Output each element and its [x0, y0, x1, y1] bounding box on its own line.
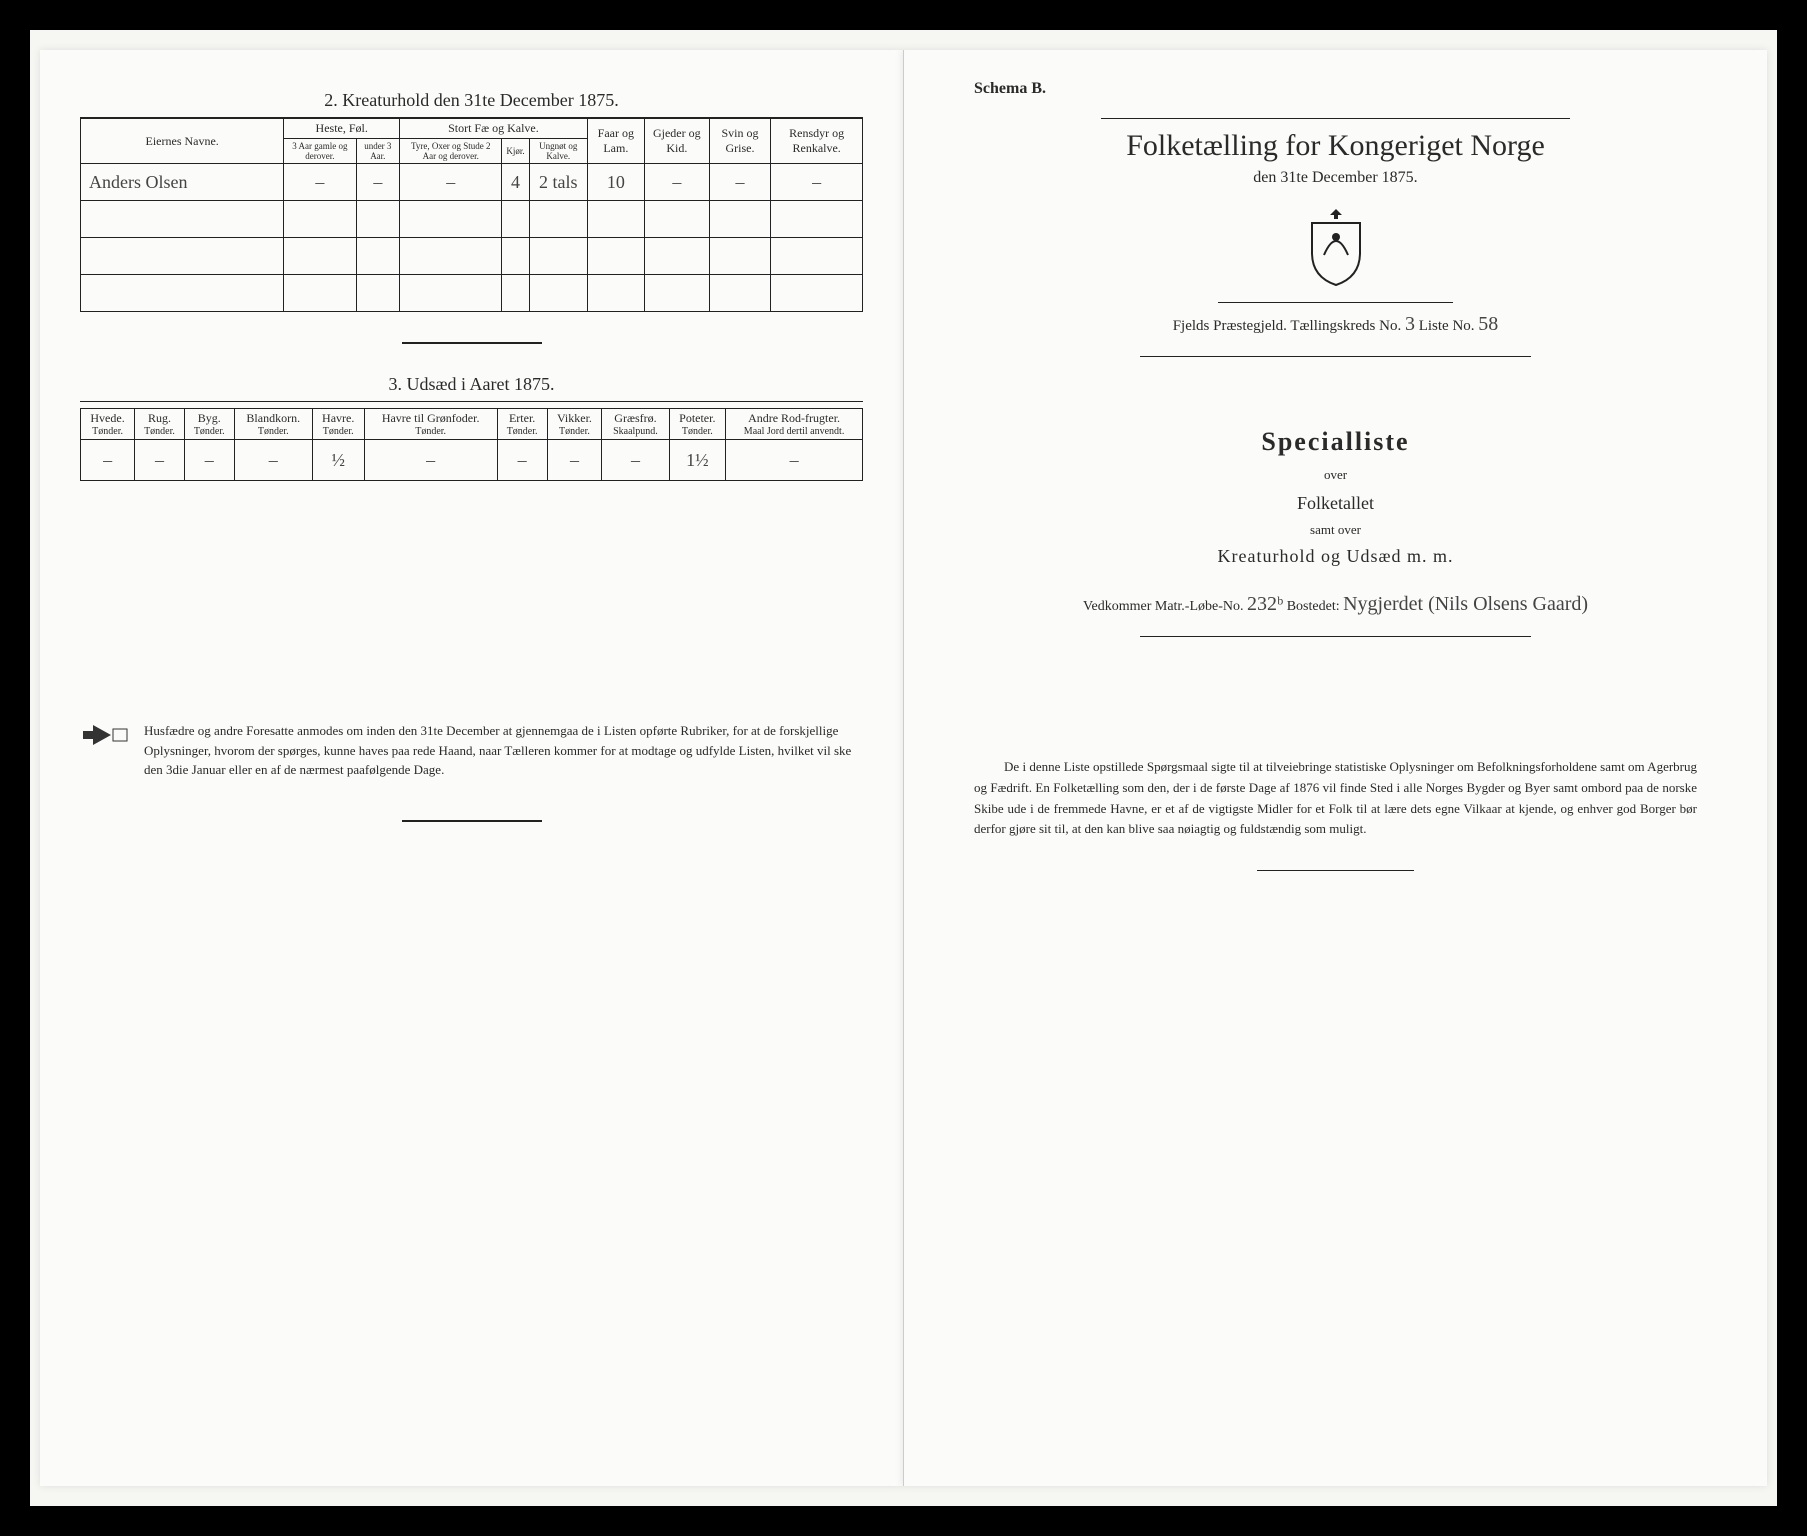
rule [1140, 636, 1532, 637]
liste-value: 58 [1478, 313, 1498, 335]
rule [80, 401, 863, 402]
col: Byg.Tønder. [184, 409, 234, 440]
specialliste-block: Specialliste over Folketallet samt over … [944, 427, 1727, 567]
prefix: Fjelds Præstegjeld. Tællingskreds No. [1173, 318, 1401, 334]
schema-label: Schema B. [974, 80, 1727, 98]
cell: – [771, 164, 863, 201]
cell: 2 tals [529, 164, 587, 201]
cell: 4 [502, 164, 529, 201]
col: Havre.Tønder. [312, 409, 364, 440]
table-row: – – – – ½ – – – – 1½ – [81, 440, 863, 481]
section3-title: 3. Udsæd i Aaret 1875. [80, 374, 863, 395]
cell: – [184, 440, 234, 481]
col: Hvede.Tønder. [81, 409, 135, 440]
section2-title: 2. Kreaturhold den 31te December 1875. [80, 90, 863, 111]
footnote-text: Husfædre og andre Foresatte anmodes om i… [144, 721, 863, 780]
vedk-label1: Vedkommer Matr.-Løbe-No. [1083, 599, 1244, 614]
special-mid: Folketallet [944, 493, 1727, 514]
col-reindeer: Rensdyr og Renkalve. [771, 119, 863, 164]
col-goats: Gjeder og Kid. [644, 119, 709, 164]
special-sub2: samt over [944, 522, 1727, 538]
sub-title: den 31te December 1875. [944, 169, 1727, 187]
cell: 10 [587, 164, 644, 201]
table-row: Anders Olsen – – – 4 2 tals 10 – – – [81, 164, 863, 201]
cell: – [602, 440, 669, 481]
cell: – [364, 440, 497, 481]
col: Græsfrø.Skaalpund. [602, 409, 669, 440]
vedk-place: Nygjerdet (Nils Olsens Gaard) [1343, 593, 1588, 615]
col: Blandkorn.Tønder. [234, 409, 312, 440]
col-young: Ungnøt og Kalve. [529, 139, 587, 164]
kreds-value: 3 [1405, 313, 1415, 335]
col-hunder3: under 3 Aar. [356, 139, 400, 164]
cell: – [356, 164, 400, 201]
cell: – [726, 440, 863, 481]
col-h3plus: 3 Aar gamle og derover. [284, 139, 356, 164]
rule [1218, 302, 1453, 303]
cell: – [644, 164, 709, 201]
cell: 1½ [669, 440, 726, 481]
pointing-hand-icon [80, 721, 130, 780]
district-line: Fjelds Præstegjeld. Tællingskreds No. 3 … [944, 313, 1727, 336]
cell: – [547, 440, 602, 481]
cell: – [284, 164, 356, 201]
main-title: Folketælling for Kongeriget Norge [944, 129, 1727, 163]
right-page: Schema B. Folketælling for Kongeriget No… [903, 50, 1767, 1486]
vedk-label2: Bostedet: [1287, 599, 1340, 614]
body-paragraph: De i denne Liste opstillede Spørgsmaal s… [974, 757, 1697, 840]
col: Vikker.Tønder. [547, 409, 602, 440]
cell: – [709, 164, 771, 201]
special-sub: over [944, 467, 1727, 483]
liste-label: Liste No. [1419, 318, 1475, 334]
col-sheep: Faar og Lam. [587, 119, 644, 164]
rule [1101, 118, 1571, 119]
col: Havre til Grønfoder.Tønder. [364, 409, 497, 440]
col-pigs: Svin og Grise. [709, 119, 771, 164]
rule [1257, 870, 1414, 871]
cell: – [400, 164, 502, 201]
left-page: 2. Kreaturhold den 31te December 1875. E… [40, 50, 903, 1486]
rule [402, 342, 542, 344]
col-owner: Eiernes Navne. [81, 119, 284, 164]
cell: – [234, 440, 312, 481]
rule [402, 820, 542, 822]
cell-owner: Anders Olsen [81, 164, 284, 201]
col-cattle: Stort Fæ og Kalve. [400, 119, 588, 139]
cell: ½ [312, 440, 364, 481]
special-heading: Specialliste [944, 427, 1727, 457]
col: Andre Rod-frugter.Maal Jord dertil anven… [726, 409, 863, 440]
seed-header-row: Hvede.Tønder. Rug.Tønder. Byg.Tønder. Bl… [81, 409, 863, 440]
col: Rug.Tønder. [135, 409, 185, 440]
col-bulls: Tyre, Oxer og Stude 2 Aar og derover. [400, 139, 502, 164]
scan-spread: 2. Kreaturhold den 31te December 1875. E… [30, 30, 1777, 1506]
col-horses: Heste, Føl. [284, 119, 400, 139]
col: Erter.Tønder. [497, 409, 547, 440]
col-cows: Kjør. [502, 139, 529, 164]
cell: – [81, 440, 135, 481]
cell: – [135, 440, 185, 481]
rule [1140, 356, 1532, 357]
seed-table: Hvede.Tønder. Rug.Tønder. Byg.Tønder. Bl… [80, 408, 863, 481]
vedkommer-line: Vedkommer Matr.-Løbe-No. 232ᵇ Bostedet: … [944, 593, 1727, 616]
livestock-table: Eiernes Navne. Heste, Føl. Stort Fæ og K… [80, 118, 863, 312]
coat-of-arms-icon [944, 207, 1727, 292]
vedk-num: 232ᵇ [1247, 593, 1283, 615]
cell: – [497, 440, 547, 481]
col: Poteter.Tønder. [669, 409, 726, 440]
special-kreatur: Kreaturhold og Udsæd m. m. [944, 546, 1727, 567]
footnote-block: Husfædre og andre Foresatte anmodes om i… [80, 721, 863, 780]
